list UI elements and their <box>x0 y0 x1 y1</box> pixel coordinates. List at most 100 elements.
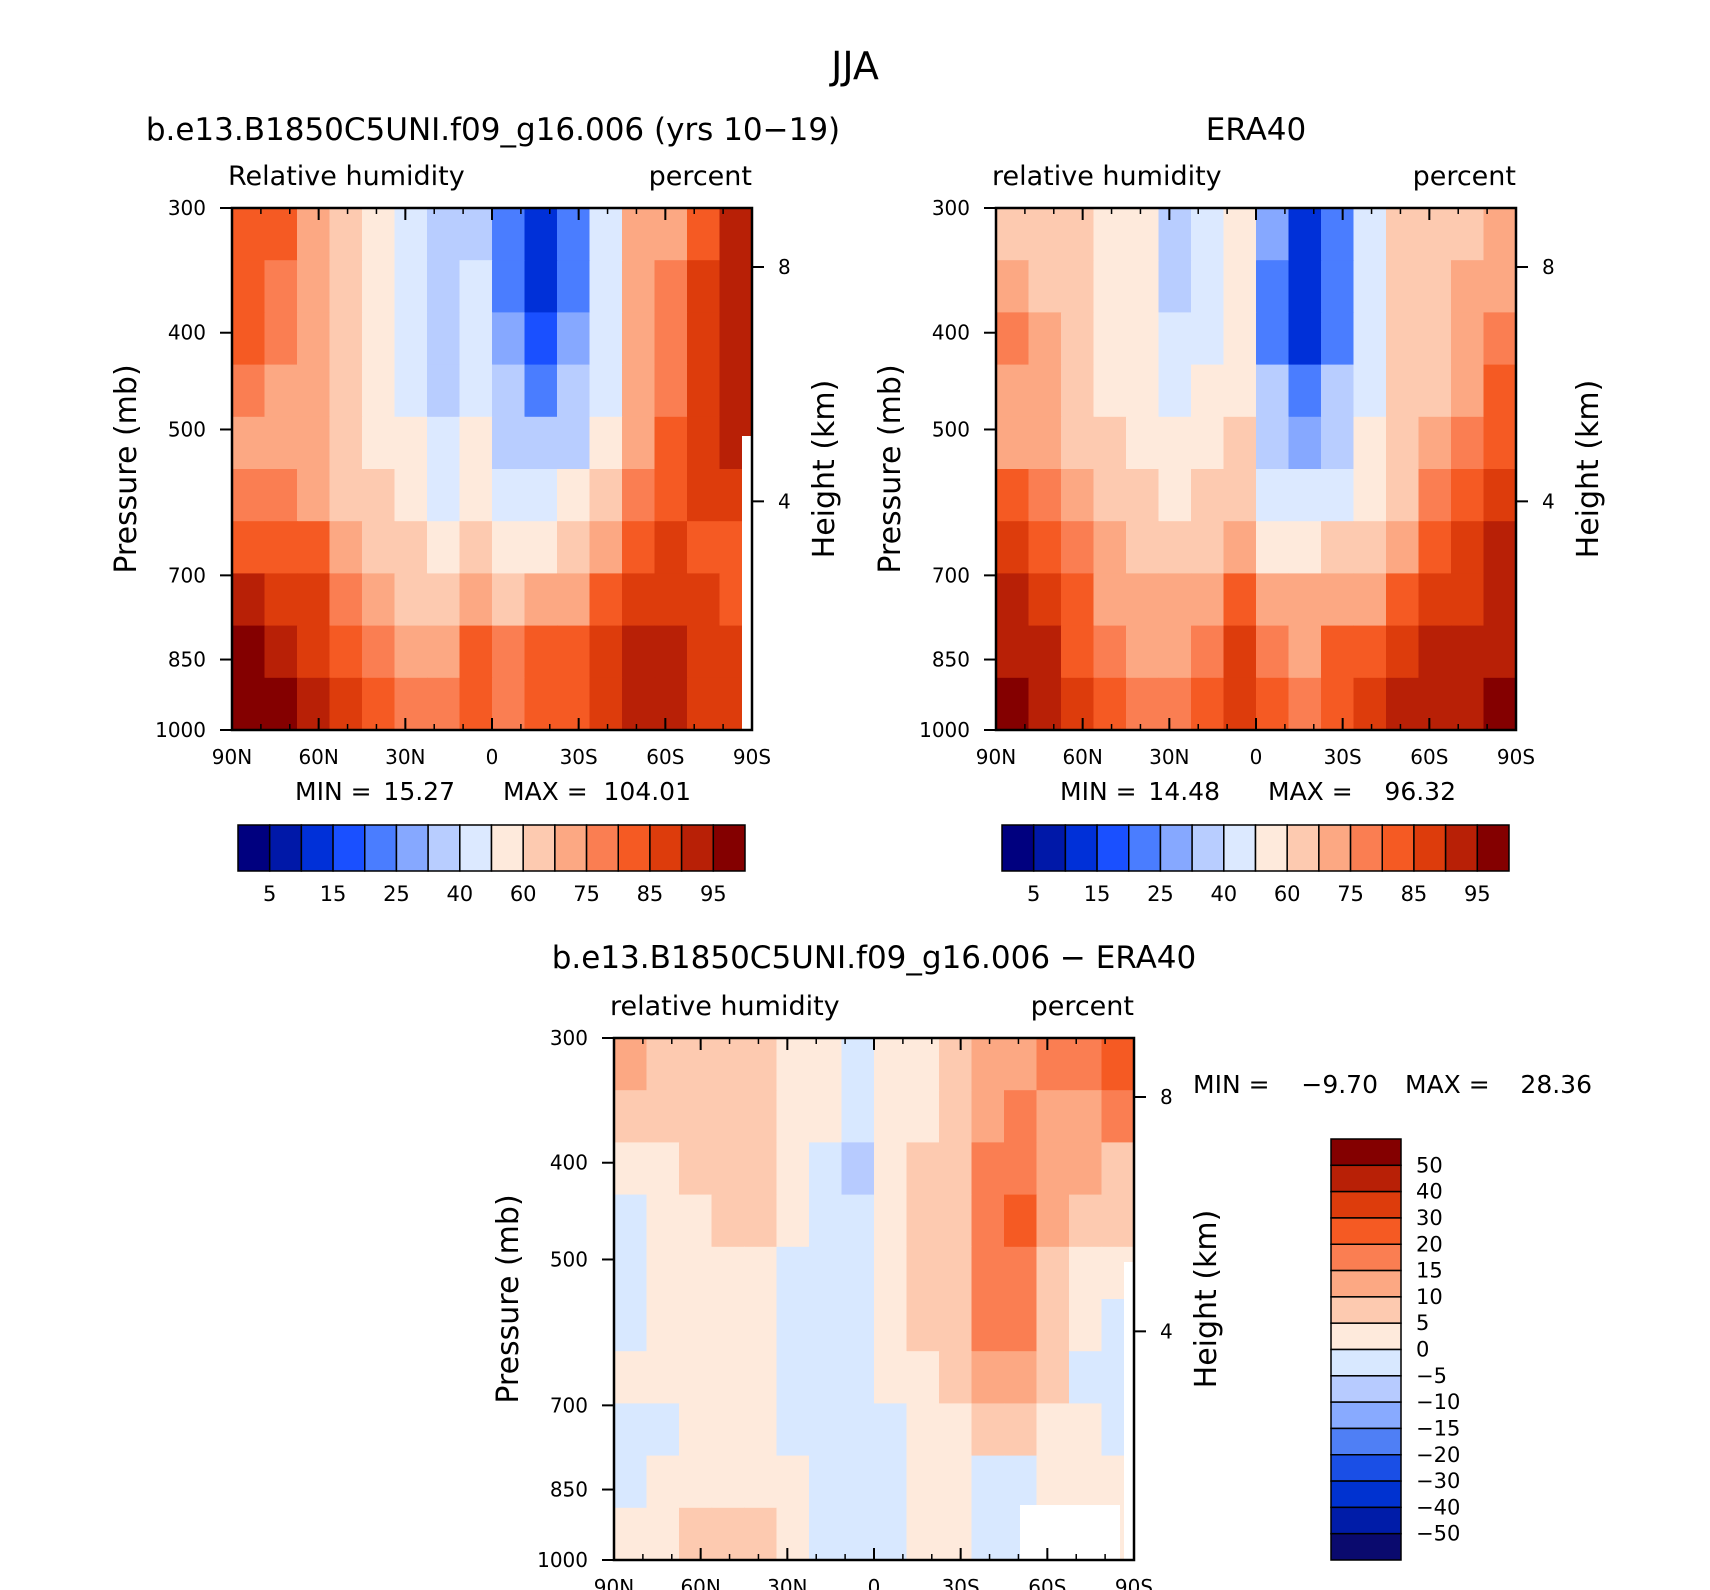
field-cell <box>427 312 461 366</box>
field-cell <box>264 208 298 261</box>
field-cell <box>874 1403 908 1457</box>
field-cell <box>394 625 428 679</box>
y-tick-label: 500 <box>932 417 970 441</box>
field-cell <box>1069 1299 1103 1352</box>
field-cell <box>1288 260 1322 313</box>
field-cell <box>939 1507 973 1561</box>
right-tick-label: 8 <box>1160 1085 1173 1109</box>
field-cell <box>264 260 298 313</box>
field-cell <box>622 260 656 313</box>
field-cell <box>1483 416 1517 470</box>
field-cell <box>589 625 623 679</box>
field-cell <box>1036 1038 1070 1091</box>
field-cell <box>459 312 493 366</box>
field-cell <box>622 625 656 679</box>
field-cell <box>776 1455 810 1509</box>
field-cell <box>841 1038 875 1091</box>
field-cell <box>297 364 331 418</box>
field-cell <box>1223 312 1257 366</box>
field-cell <box>427 677 461 731</box>
y-tick-label: 500 <box>550 1247 588 1271</box>
field-cell <box>1223 677 1257 731</box>
field-cell <box>329 312 363 366</box>
field-cell <box>264 364 298 418</box>
field-cell <box>1288 521 1322 574</box>
field-cell <box>232 364 266 418</box>
field-cell <box>1069 1090 1103 1143</box>
x-tick-label: 90S <box>1115 1575 1153 1590</box>
field-cell <box>1223 573 1257 627</box>
field-cell <box>687 521 721 574</box>
field-cell <box>679 1299 713 1352</box>
field-cell <box>874 1142 908 1196</box>
field-cell <box>622 208 656 261</box>
field-cell <box>1386 312 1420 366</box>
field-cell <box>906 1194 940 1248</box>
colorbar-box <box>237 824 271 872</box>
field-cell <box>776 1142 810 1196</box>
colorbar-box <box>1330 1217 1402 1245</box>
y-tick-label: 500 <box>168 417 206 441</box>
field-cell <box>646 1403 680 1457</box>
field-cell <box>906 1403 940 1457</box>
field-cell <box>1288 312 1322 366</box>
field-cell <box>719 312 753 366</box>
field-cell <box>329 677 363 731</box>
colorbar-box <box>1330 1454 1402 1482</box>
field-cell <box>1036 1194 1070 1248</box>
field-cell <box>1321 573 1355 627</box>
field-cell <box>1256 469 1290 522</box>
field-cell <box>394 208 428 261</box>
colorbar-box <box>1330 1401 1402 1430</box>
field-cell <box>622 469 656 522</box>
field-cell <box>906 1507 940 1561</box>
field-cell <box>1386 208 1420 261</box>
field-cell <box>394 260 428 313</box>
field-cell <box>711 1142 745 1196</box>
field-cell <box>232 312 266 366</box>
field-cell <box>1126 625 1160 679</box>
field-cell <box>614 1090 648 1143</box>
field-cell <box>1353 208 1387 261</box>
colorbar-label: 40 <box>1210 882 1237 906</box>
units-label: percent <box>1413 161 1516 192</box>
contour-field <box>996 208 1517 731</box>
field-cell <box>622 312 656 366</box>
x-tick-label: 0 <box>1250 745 1263 769</box>
x-tick-label: 90N <box>594 1575 634 1590</box>
colorbar-label: −15 <box>1416 1416 1460 1440</box>
colorbar-box <box>395 824 429 872</box>
field-cell <box>524 208 558 261</box>
field-cell <box>1061 573 1095 627</box>
field-cell <box>297 521 331 574</box>
field-cell <box>654 677 688 731</box>
field-cell <box>614 1455 648 1509</box>
x-tick-label: 90N <box>976 745 1016 769</box>
field-cell <box>679 1507 713 1561</box>
field-cell <box>1353 416 1387 470</box>
x-tick-label: 60S <box>1410 745 1448 769</box>
colorbar-label: 20 <box>1416 1232 1443 1256</box>
field-cell <box>809 1090 843 1143</box>
colorbar-label: 30 <box>1416 1206 1443 1230</box>
field-cell <box>874 1455 908 1509</box>
field-cell <box>264 469 298 522</box>
right-axis-label: Height (km) <box>1571 380 1606 559</box>
colorbar-box <box>268 824 303 872</box>
contour-field <box>614 1038 1135 1561</box>
field-cell <box>1418 312 1452 366</box>
colorbar-box <box>1330 1375 1402 1403</box>
field-cell <box>1256 364 1290 418</box>
colorbar-label: −40 <box>1416 1495 1460 1519</box>
field-cell <box>394 312 428 366</box>
field-cell <box>1093 312 1127 366</box>
colorbar-box <box>1001 824 1035 872</box>
field-cell <box>679 1351 713 1404</box>
colorbar-box <box>1330 1269 1402 1298</box>
field-cell <box>1288 416 1322 470</box>
field-cell <box>557 469 591 522</box>
field-cell <box>1069 1246 1103 1300</box>
field-cell <box>1256 521 1290 574</box>
field-cell <box>1483 469 1517 522</box>
colorbar-box <box>1330 1427 1402 1456</box>
